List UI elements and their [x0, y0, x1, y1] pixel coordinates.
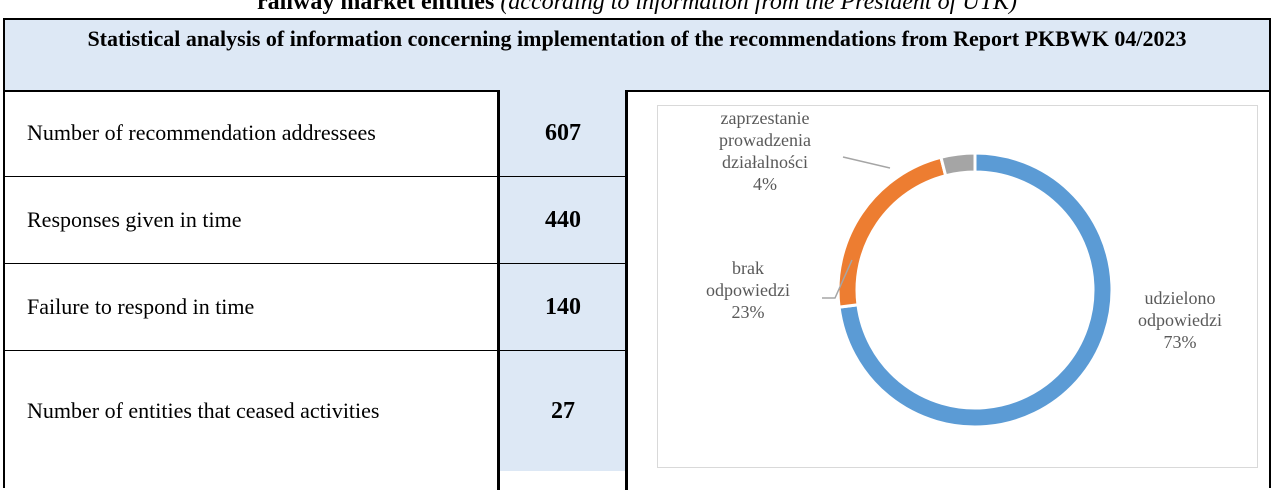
data-label-value: 4% — [753, 174, 777, 194]
table: Statistical analysis of information conc… — [3, 18, 1271, 490]
row-value: 607 — [499, 90, 627, 177]
row-value: 440 — [499, 177, 627, 264]
table-title: Statistical analysis of information conc… — [5, 20, 1269, 92]
row-label: Failure to respond in time — [5, 264, 499, 351]
data-label: odpowiedzi — [706, 280, 790, 300]
chart-box — [657, 105, 1258, 468]
data-label: udzielono — [1145, 288, 1216, 308]
heading-bold: railway market entities — [257, 0, 495, 15]
row-label: Responses given in time — [5, 177, 499, 264]
row-label: Number of entities that ceased activitie… — [27, 398, 380, 423]
leader-line — [842, 156, 891, 169]
row-label: Number of recommendation addressees — [5, 90, 499, 177]
data-label: zaprzestanie — [721, 108, 810, 128]
data-label: brak — [732, 258, 764, 278]
donut-segment — [836, 155, 948, 309]
row-value: 140 — [499, 264, 627, 351]
data-label-value: 73% — [1164, 332, 1197, 352]
donut-segment — [837, 151, 1114, 429]
data-label: działalności — [722, 152, 808, 172]
data-label: odpowiedzi — [1138, 310, 1222, 330]
donut-segment — [939, 151, 977, 178]
heading-italic: (according to information from the Presi… — [500, 0, 1017, 15]
data-label-value: 23% — [732, 302, 765, 322]
data-label: prowadzenia — [719, 130, 811, 150]
leader-line — [822, 259, 853, 299]
row-value: 27 — [499, 351, 627, 471]
cut-heading: railway market entities (according to in… — [0, 0, 1274, 16]
